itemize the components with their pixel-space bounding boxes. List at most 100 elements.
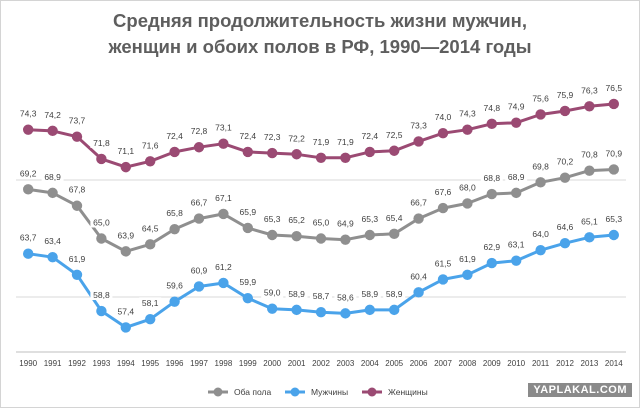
data-label: 58,7 (313, 291, 330, 301)
data-label-bg (456, 252, 479, 264)
data-point (511, 187, 522, 199)
x-tick-label: 2013 (581, 359, 599, 368)
data-point (608, 229, 619, 241)
data-label: 58,1 (142, 298, 159, 308)
data-point (120, 161, 131, 173)
data-label: 74,2 (44, 110, 61, 120)
data-label: 72,3 (264, 132, 281, 142)
data-point (486, 188, 497, 200)
x-tick-label: 2002 (312, 359, 330, 368)
x-tick-label: 1996 (166, 359, 184, 368)
x-tick-label: 1999 (239, 359, 257, 368)
data-label-bg (383, 287, 406, 299)
data-label: 66,7 (191, 198, 208, 208)
data-label-bg (578, 148, 601, 160)
data-label-bg (188, 196, 210, 208)
data-point (218, 208, 229, 220)
legend-label: Мужчины (311, 387, 348, 397)
data-point (559, 172, 571, 183)
data-label: 70,8 (581, 150, 598, 160)
data-label: 74,9 (508, 102, 525, 112)
data-label-bg (334, 217, 357, 229)
data-label: 60,9 (191, 265, 208, 275)
data-label: 74,0 (435, 112, 452, 122)
data-point (47, 125, 58, 137)
x-tick-label: 1994 (117, 359, 135, 368)
x-tick-label: 2004 (361, 359, 379, 368)
data-label: 65,3 (362, 214, 379, 224)
data-point (242, 146, 253, 158)
data-point (608, 98, 619, 110)
data-point (584, 232, 595, 243)
data-label-bg (432, 186, 454, 198)
data-label: 68,9 (44, 172, 61, 182)
data-point (193, 213, 205, 224)
data-label-bg (529, 92, 552, 104)
data-label: 71,6 (142, 140, 159, 150)
data-label: 76,3 (581, 85, 598, 95)
data-point (608, 164, 619, 175)
data-label: 62,9 (484, 242, 501, 252)
data-label-bg (602, 81, 625, 93)
data-point (291, 230, 302, 242)
data-label-bg (139, 139, 162, 151)
x-tick-label: 2012 (556, 359, 574, 368)
data-label: 65,0 (313, 218, 330, 228)
data-point (47, 252, 58, 263)
data-label-bg (578, 215, 601, 227)
data-label: 64,6 (557, 222, 574, 232)
data-label: 69,8 (532, 161, 549, 171)
data-point (413, 213, 424, 224)
data-point (462, 198, 473, 209)
data-point (291, 304, 302, 316)
data-label: 71,9 (337, 137, 354, 147)
x-tick-label: 1995 (141, 359, 159, 368)
data-label: 61,9 (69, 254, 86, 264)
x-tick-label: 1997 (190, 359, 208, 368)
data-label-bg (236, 205, 259, 217)
data-label: 67,6 (435, 187, 452, 197)
data-label-bg (358, 212, 381, 224)
data-label: 58,9 (288, 289, 305, 299)
data-label-bg (188, 264, 210, 276)
data-label-bg (407, 119, 430, 131)
data-point (145, 314, 156, 325)
data-label: 63,1 (508, 240, 525, 250)
data-label: 64,0 (532, 229, 549, 239)
data-label-bg (358, 287, 381, 299)
data-label: 70,2 (557, 157, 574, 167)
data-label-bg (407, 196, 430, 208)
data-label-bg (285, 132, 308, 144)
data-point (96, 305, 107, 317)
data-point (364, 229, 375, 241)
data-label: 71,9 (313, 137, 330, 147)
data-point (145, 156, 156, 167)
data-label-bg (432, 111, 454, 123)
x-tick-label: 2001 (288, 359, 306, 368)
data-point (267, 303, 278, 314)
data-label: 61,5 (435, 258, 452, 268)
data-label-bg (383, 128, 406, 140)
data-point (267, 147, 278, 159)
data-point (169, 146, 180, 158)
x-tick-label: 2003 (337, 359, 355, 368)
data-label: 65,1 (581, 216, 598, 226)
data-label: 74,3 (20, 109, 37, 119)
data-label-bg (41, 108, 64, 120)
data-label: 59,6 (166, 281, 183, 291)
data-label-bg (212, 260, 235, 272)
data-label-bg (212, 191, 235, 203)
x-tick-label: 2011 (532, 359, 550, 368)
data-label-bg (212, 121, 235, 133)
data-point (145, 239, 156, 250)
data-point (437, 274, 449, 285)
data-point (389, 145, 400, 156)
data-label: 67,1 (215, 193, 232, 203)
x-tick-label: 2009 (483, 359, 501, 368)
data-label-bg (310, 290, 332, 302)
data-label: 58,9 (386, 289, 403, 299)
data-label-bg (334, 291, 357, 303)
legend-swatch-marker (290, 387, 300, 397)
